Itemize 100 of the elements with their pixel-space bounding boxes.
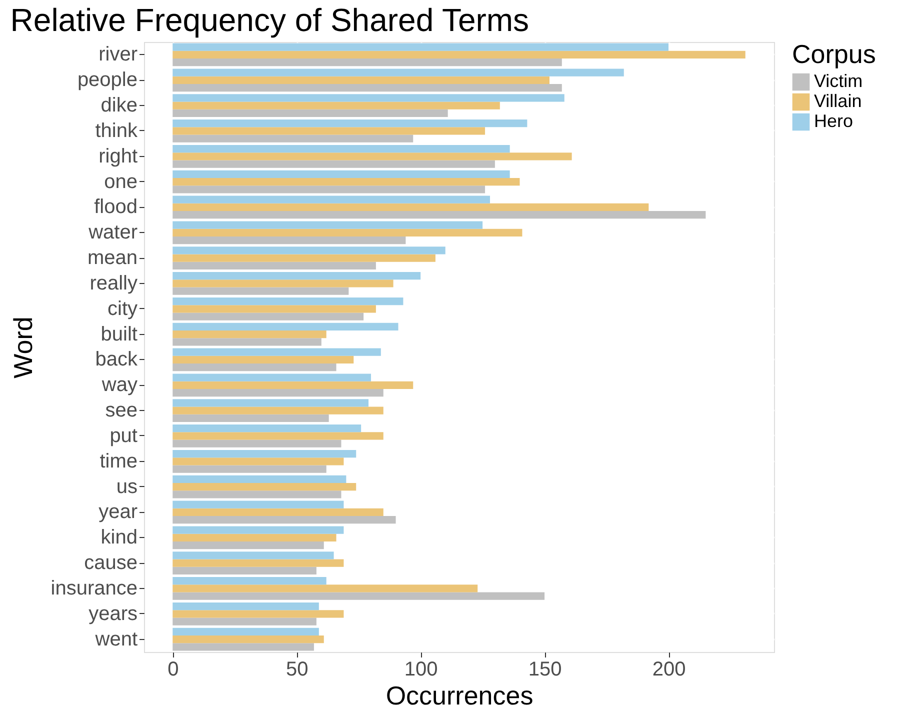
bar <box>172 541 324 550</box>
bar <box>172 287 349 295</box>
bar <box>172 475 346 483</box>
y-tick-label: way <box>100 374 138 396</box>
bar <box>172 186 486 194</box>
bar <box>172 450 356 458</box>
bar <box>172 280 394 288</box>
bar <box>172 160 495 168</box>
legend-title: Corpus <box>792 39 876 69</box>
bar <box>172 559 344 567</box>
bar <box>172 356 354 364</box>
bar <box>172 592 545 600</box>
bar <box>172 127 486 135</box>
legend-label: Hero <box>814 111 854 131</box>
y-tick-label: dike <box>100 94 138 117</box>
bar <box>172 134 414 142</box>
x-tick-label: 150 <box>528 658 562 680</box>
y-tick-label: really <box>90 272 138 294</box>
bar <box>172 406 384 414</box>
bar <box>172 102 500 110</box>
bar <box>172 566 316 574</box>
bar <box>172 120 528 128</box>
bar <box>172 635 324 644</box>
bar <box>172 178 520 186</box>
bar <box>172 552 334 560</box>
y-tick-label: went <box>94 628 138 650</box>
y-tick-label: right <box>98 145 138 168</box>
bar <box>172 144 510 153</box>
bar <box>172 414 329 422</box>
legend-label: Victim <box>814 71 863 91</box>
bar <box>172 236 406 244</box>
bar <box>172 374 371 382</box>
bar <box>172 322 398 330</box>
bar <box>172 228 522 236</box>
legend-label: Villain <box>814 91 862 111</box>
bar <box>172 534 336 542</box>
bar <box>172 109 448 117</box>
y-tick-label: put <box>110 424 138 447</box>
bar <box>172 211 706 219</box>
y-tick-label: water <box>88 222 138 244</box>
bar <box>172 203 649 212</box>
bar <box>172 170 510 178</box>
x-axis-title: Occurrences <box>386 680 534 710</box>
bar <box>172 262 376 270</box>
bar <box>172 500 344 508</box>
bar <box>172 458 344 466</box>
bar <box>172 84 562 92</box>
y-tick-label: back <box>95 348 138 371</box>
x-tick-label: 200 <box>652 658 686 680</box>
bar <box>172 424 362 432</box>
bar <box>172 577 326 585</box>
bar <box>172 643 314 651</box>
bar <box>172 482 356 491</box>
bar <box>172 432 384 440</box>
bar <box>172 348 381 356</box>
bar <box>172 388 384 397</box>
bar <box>172 221 483 229</box>
y-tick-label: time <box>100 450 138 472</box>
bar <box>172 305 376 313</box>
y-tick-label: think <box>95 120 138 142</box>
bar <box>172 628 319 636</box>
bar <box>172 602 319 610</box>
y-tick-label: mean <box>87 247 138 270</box>
x-tick-label: 0 <box>168 658 179 680</box>
x-tick-label: 50 <box>286 658 308 680</box>
y-tick-label: river <box>98 44 138 66</box>
y-tick-label: year <box>98 501 138 524</box>
bar <box>172 618 316 626</box>
bar <box>172 516 396 524</box>
bar <box>172 584 478 592</box>
y-tick-label: kind <box>100 526 138 549</box>
bar <box>172 508 384 516</box>
bar <box>172 490 342 498</box>
bar <box>172 43 669 51</box>
bar <box>172 440 342 448</box>
bar <box>172 364 336 372</box>
y-tick-label: see <box>105 400 138 422</box>
bar <box>172 465 326 473</box>
chart-title: Relative Frequency of Shared Terms <box>10 2 530 38</box>
y-tick-label: cause <box>84 552 138 574</box>
bar <box>172 312 364 320</box>
bar <box>172 152 572 160</box>
x-tick-label: 100 <box>404 658 438 680</box>
y-tick-label: one <box>104 170 138 193</box>
y-tick-label: insurance <box>50 577 138 600</box>
bar <box>172 246 446 254</box>
bar <box>172 338 322 346</box>
bar <box>172 68 624 76</box>
bar <box>172 526 344 534</box>
bar <box>172 272 421 280</box>
bar <box>172 58 562 66</box>
y-tick-label: us <box>116 476 138 498</box>
y-tick-label: people <box>77 69 138 92</box>
bar <box>172 50 746 59</box>
bar <box>172 94 564 102</box>
bar <box>172 330 326 338</box>
bar <box>172 399 369 407</box>
y-tick-label: years <box>88 602 138 625</box>
bar <box>172 254 436 262</box>
y-tick-label: flood <box>94 196 138 218</box>
